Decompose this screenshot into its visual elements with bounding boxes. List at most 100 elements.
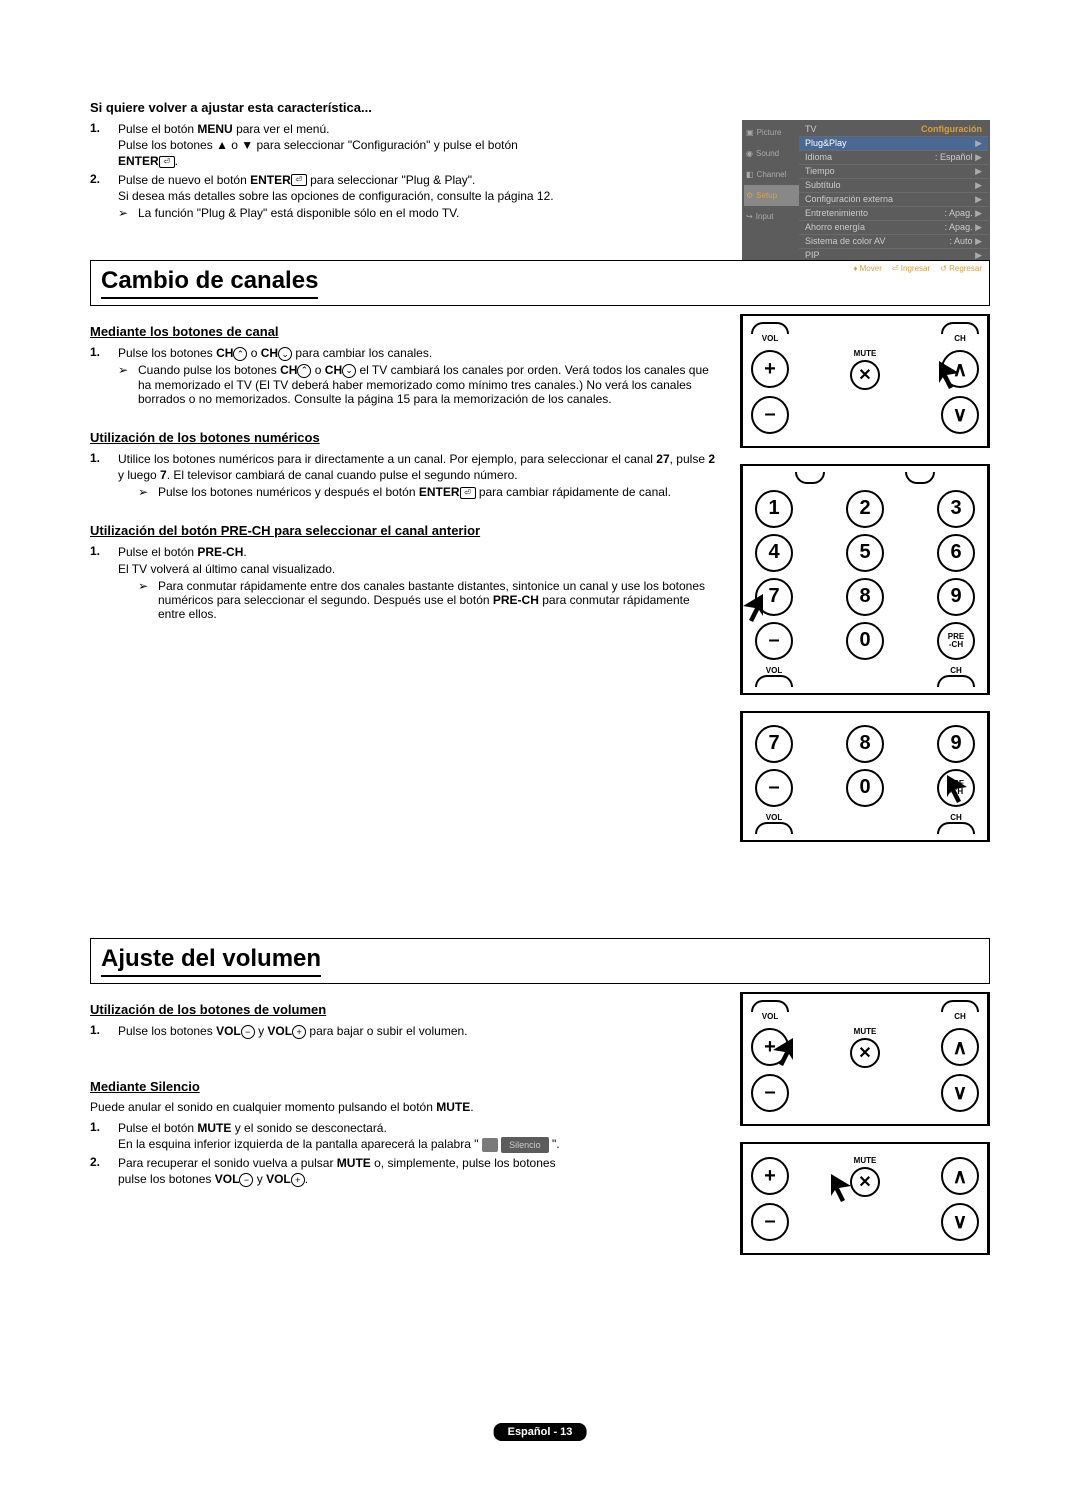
mute-button[interactable]: ✕: [850, 360, 880, 390]
page-footer: Español - 13: [494, 1424, 587, 1438]
ch-up-button[interactable]: ∧: [941, 1028, 979, 1066]
arc-icon: [795, 472, 825, 484]
tv-menu-sidebar: ▣ Picture ◉ Sound ◧ Channel ⚙ Setup ↪ In…: [744, 122, 799, 227]
t: para seleccionar "Plug & Play".: [307, 173, 476, 187]
mute-label: MUTE ✕: [848, 349, 882, 390]
note-text: Para conmutar rápidamente entre dos cana…: [158, 579, 720, 621]
t: TV: [805, 124, 817, 134]
num-button[interactable]: 2: [846, 490, 884, 528]
vol-down-button[interactable]: –: [751, 1074, 789, 1112]
tv-menu-footer: ♦ Mover ⏎ Ingresar ↺ Regresar: [799, 262, 988, 275]
subheading: Utilización de los botones de volumen: [90, 1002, 720, 1017]
ch-down-icon: ⌄: [278, 347, 292, 361]
num-button[interactable]: 8: [846, 725, 884, 763]
prech-button[interactable]: PRE -CH: [937, 622, 975, 660]
arc-icon: [937, 675, 975, 687]
tv-menu-item: Entretenimiento: Apag. ▶: [799, 206, 988, 220]
dash-button[interactable]: –: [755, 769, 793, 807]
num-button[interactable]: 9: [937, 578, 975, 616]
mute-label: MUTE ✕: [848, 1027, 882, 1068]
note-text: Pulse los botones numéricos y después el…: [158, 485, 671, 499]
vol-up-icon: +: [291, 1173, 305, 1187]
step: 1. Pulse el botón MUTE y el sonido se de…: [90, 1120, 720, 1153]
ch-down-button[interactable]: ∨: [941, 1074, 979, 1112]
vol-up-button[interactable]: +: [751, 1157, 789, 1195]
mute-badge-icon: [482, 1138, 498, 1152]
step: 1. Pulse los botones VOL− y VOL+ para ba…: [90, 1023, 720, 1039]
tv-menu-item: Idioma: Español ▶: [799, 150, 988, 164]
enter-icon: ⏎: [159, 156, 175, 168]
remote-prech: 789 –0PRE -CH VOLCH: [740, 711, 990, 842]
ch-label: CH: [937, 813, 975, 822]
step-2: 2. Pulse de nuevo el botón ENTER⏎ para s…: [90, 172, 710, 204]
section-title-bar: Ajuste del volumen: [90, 938, 990, 983]
t: ENTER: [118, 154, 159, 168]
section-title: Ajuste del volumen: [101, 945, 321, 977]
tv-menu-item: Configuración externa ▶: [799, 192, 988, 206]
paragraph: Puede anular el sonido en cualquier mome…: [90, 1100, 720, 1114]
num-button[interactable]: 0: [846, 769, 884, 807]
remote-mute: + MUTE ✕ ∧ – ∨: [740, 1142, 990, 1255]
step-body: Para recuperar el sonido vuelva a pulsar…: [118, 1155, 720, 1187]
dash-button[interactable]: –: [755, 622, 793, 660]
num-button[interactable]: 4: [755, 534, 793, 572]
subheading: Mediante Silencio: [90, 1079, 720, 1094]
subheading: Utilización de los botones numéricos: [90, 430, 720, 445]
remote-volume-ch: VOL CH + MUTE ✕ ∧ – ∨: [740, 314, 990, 448]
t: para ver el menú.: [233, 122, 330, 136]
arc-icon: [751, 1000, 789, 1012]
num-button[interactable]: 1: [755, 490, 793, 528]
ch-label: CH: [937, 666, 975, 675]
step-num: 2.: [90, 172, 118, 204]
tv-menu-item: PIP ▶: [799, 248, 988, 262]
num-button[interactable]: 7: [755, 725, 793, 763]
tv-left-item: ↪ Input: [744, 206, 799, 227]
note: ➢ Para conmutar rápidamente entre dos ca…: [90, 579, 720, 621]
cursor-icon: [831, 1174, 861, 1204]
divider: [90, 983, 990, 984]
step-body: Pulse el botón MENU para ver el menú. Pu…: [118, 121, 710, 170]
arc-icon: [937, 822, 975, 834]
ch-down-button[interactable]: ∨: [941, 1203, 979, 1241]
ch-up-button[interactable]: ∧: [941, 1157, 979, 1195]
t: CH: [216, 346, 233, 360]
ch-label: CH: [941, 1012, 979, 1021]
mute-button[interactable]: ✕: [850, 1038, 880, 1068]
tv-menu-item: Subtítulo ▶: [799, 178, 988, 192]
ch-down-icon: ⌄: [342, 364, 356, 378]
cursor-icon: [763, 1038, 793, 1068]
vol-label: VOL: [755, 813, 793, 822]
ch-down-button[interactable]: ∨: [941, 396, 979, 434]
page-number-badge: Español - 13: [494, 1423, 587, 1441]
cambio-section: Mediante los botones de canal 1. Pulse l…: [90, 314, 990, 858]
cursor-icon: [947, 775, 977, 805]
vol-down-button[interactable]: –: [751, 396, 789, 434]
ch-up-icon: ⌃: [233, 347, 247, 361]
tv-left-item: ◉ Sound: [744, 143, 799, 164]
step-num: 1.: [90, 345, 118, 361]
vol-down-button[interactable]: –: [751, 1203, 789, 1241]
silencio-badge: Silencio: [501, 1137, 549, 1153]
section-title: Cambio de canales: [101, 267, 318, 299]
num-button[interactable]: 6: [937, 534, 975, 572]
num-button[interactable]: 3: [937, 490, 975, 528]
step-body: Utilice los botones numéricos para ir di…: [118, 451, 720, 483]
vol-down-icon: −: [239, 1173, 253, 1187]
t: MENU: [197, 122, 232, 136]
vol-label: VOL: [751, 334, 789, 343]
num-button[interactable]: 0: [846, 622, 884, 660]
t: ENTER: [250, 173, 291, 187]
step-num: 2.: [90, 1155, 118, 1187]
num-button[interactable]: 5: [846, 534, 884, 572]
arc-icon: [941, 322, 979, 334]
tv-menu-item: Sistema de color AV: Auto ▶: [799, 234, 988, 248]
t: Si desea más detalles sobre las opciones…: [118, 189, 554, 203]
num-button[interactable]: 8: [846, 578, 884, 616]
step-body: Pulse el botón MUTE y el sonido se desco…: [118, 1120, 720, 1153]
step-body: Pulse el botón PRE-CH. El TV volverá al …: [118, 544, 720, 576]
arc-icon: [755, 822, 793, 834]
num-button[interactable]: 9: [937, 725, 975, 763]
note: ➢ Pulse los botones numéricos y después …: [90, 485, 720, 499]
t: Pulse los botones ▲ o ▼ para seleccionar…: [118, 138, 518, 152]
vol-up-button[interactable]: +: [751, 350, 789, 388]
